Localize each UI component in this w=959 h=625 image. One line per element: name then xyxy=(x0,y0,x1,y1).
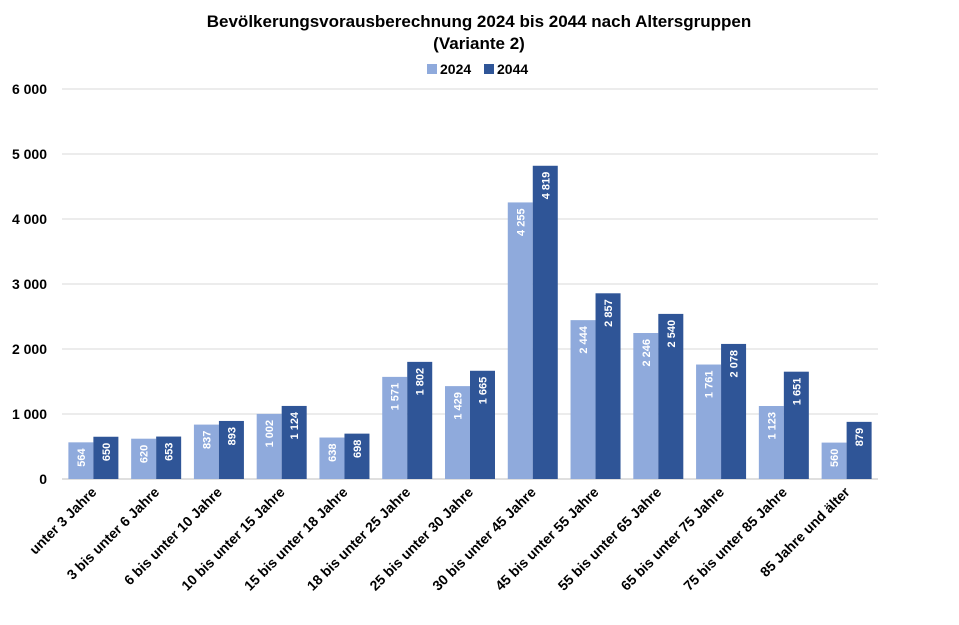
y-axis-ticks: 0 1 000 2 000 3 000 4 000 5 000 6 000 xyxy=(12,81,47,487)
bar-2024 xyxy=(382,376,408,479)
data-label-2044: 4 819 xyxy=(540,172,552,200)
bar-2044 xyxy=(156,436,182,479)
y-tick-label: 3 000 xyxy=(12,276,47,292)
bar-2044 xyxy=(846,421,872,479)
data-label-2044: 698 xyxy=(352,440,364,458)
data-label-2024: 1 571 xyxy=(390,383,402,411)
data-labels: 564 650 620 653 837 893 1 002 1 124 638 698 1 571 1… xyxy=(76,172,866,467)
y-tick-label: 0 xyxy=(39,471,47,487)
y-tick-label: 1 000 xyxy=(12,406,47,422)
x-tick-label: 45 bis unter 55 Jahre xyxy=(492,484,602,594)
data-label-2024: 620 xyxy=(139,445,151,463)
bar-2044 xyxy=(721,343,747,479)
gridlines xyxy=(62,88,878,480)
data-label-2024: 1 123 xyxy=(766,412,778,440)
y-tick-label: 4 000 xyxy=(12,211,47,227)
bar-2044 xyxy=(218,420,244,479)
bar-2024 xyxy=(633,333,659,479)
data-label-2024: 560 xyxy=(829,449,841,467)
bar-2044 xyxy=(595,293,621,479)
data-label-2044: 2 540 xyxy=(666,320,678,348)
bar-2024 xyxy=(256,413,282,479)
data-label-2024: 564 xyxy=(76,447,88,466)
data-label-2024: 837 xyxy=(201,431,213,449)
bar-2044 xyxy=(407,361,433,479)
bar-2024 xyxy=(193,424,219,479)
chart-subtitle: (Variante 2) xyxy=(433,34,525,53)
data-label-2024: 1 761 xyxy=(704,371,716,399)
data-label-2024: 2 444 xyxy=(578,325,590,353)
chart-title: Bevölkerungsvorausberechnung 2024 bis 20… xyxy=(207,12,752,31)
data-label-2044: 1 651 xyxy=(791,378,803,406)
data-label-2044: 653 xyxy=(164,443,176,461)
legend-swatch-2044 xyxy=(484,64,494,74)
x-tick-label: 10 bis unter 15 Jahre xyxy=(178,484,288,594)
legend-label-2044: 2044 xyxy=(497,61,528,77)
x-tick-label: 65 bis unter 75 Jahre xyxy=(617,484,727,594)
bar-2024 xyxy=(507,202,533,480)
data-label-2024: 1 002 xyxy=(264,420,276,448)
data-label-2024: 1 429 xyxy=(453,392,465,420)
data-label-2044: 1 802 xyxy=(415,368,427,396)
legend-label-2024: 2024 xyxy=(440,61,471,77)
bar-2044 xyxy=(470,370,495,479)
data-label-2044: 1 124 xyxy=(289,411,301,439)
x-tick-label: 18 bis unter 25 Jahre xyxy=(304,484,414,594)
bar-2024 xyxy=(445,386,470,479)
bar-2044 xyxy=(93,436,119,479)
data-label-2044: 893 xyxy=(226,427,238,445)
y-tick-label: 5 000 xyxy=(12,146,47,162)
bar-2044 xyxy=(344,433,370,479)
bar-2024 xyxy=(696,364,722,479)
data-label-2044: 879 xyxy=(854,428,866,446)
bar-2024 xyxy=(68,442,94,479)
bar-2044 xyxy=(783,371,809,479)
bar-2044 xyxy=(532,165,558,479)
legend: 2024 2044 xyxy=(427,61,528,77)
bars xyxy=(68,165,872,480)
data-label-2024: 638 xyxy=(327,444,339,462)
y-tick-label: 6 000 xyxy=(12,81,47,97)
y-tick-label: 2 000 xyxy=(12,341,47,357)
x-tick-label: 75 bis unter 85 Jahre xyxy=(680,484,790,594)
bar-2024 xyxy=(821,442,847,479)
data-label-2044: 2 078 xyxy=(729,350,741,378)
data-label-2024: 4 255 xyxy=(515,208,527,236)
data-label-2044: 2 857 xyxy=(603,299,615,327)
x-tick-label: 15 bis unter 18 Jahre xyxy=(241,484,351,594)
data-label-2024: 2 246 xyxy=(641,339,653,367)
data-label-2044: 1 665 xyxy=(478,377,490,405)
x-tick-label: 25 bis unter 30 Jahre xyxy=(366,484,476,594)
bar-2024 xyxy=(131,438,157,479)
data-label-2044: 650 xyxy=(101,443,113,461)
bar-2024 xyxy=(570,320,596,479)
x-tick-label: 55 bis unter 65 Jahre xyxy=(555,484,665,594)
bar-2044 xyxy=(281,405,307,479)
x-tick-label: 30 bis unter 45 Jahre xyxy=(429,484,539,594)
bar-2024 xyxy=(319,437,345,479)
bar-2044 xyxy=(658,313,684,479)
bar-2024 xyxy=(758,406,784,479)
legend-swatch-2024 xyxy=(427,64,437,74)
